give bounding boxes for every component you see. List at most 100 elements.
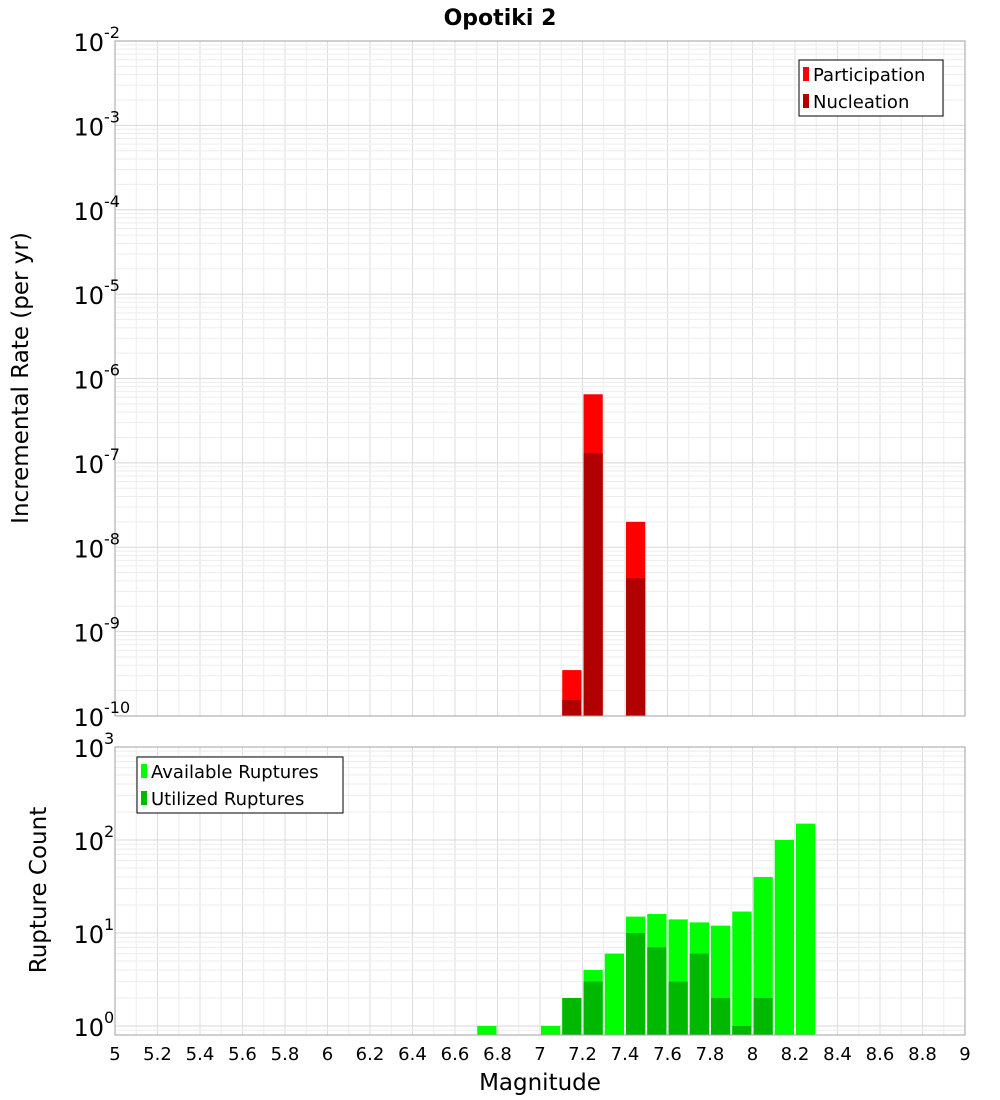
- bottom-bar: [689, 953, 709, 1035]
- top-y-axis-label: Incremental Rate (per yr): [8, 232, 34, 524]
- top-y-tick-exponent: -7: [104, 445, 120, 464]
- top-y-tick-label: 10 -6: [73, 361, 120, 395]
- bottom-y-tick-label: 10 3: [73, 729, 114, 763]
- bottom-bar: [562, 997, 582, 1035]
- bottom-bar: [711, 997, 731, 1035]
- bottom-y-tick-exponent: 1: [104, 915, 114, 934]
- x-tick-label: 7.2: [568, 1044, 597, 1065]
- top-y-tick-label: 10 -7: [73, 445, 120, 479]
- top-y-tick-exponent: -6: [104, 361, 120, 380]
- top-y-tick-exponent: -2: [104, 23, 120, 42]
- bottom-bar: [753, 997, 773, 1035]
- x-tick-label: 8.4: [823, 1044, 852, 1065]
- bottom-y-tick-exponent: 3: [104, 729, 114, 748]
- x-tick-label: 8.8: [908, 1044, 937, 1065]
- x-tick-label: 8: [747, 1044, 758, 1065]
- x-tick-label: 5.2: [143, 1044, 172, 1065]
- x-tick-label: 7.8: [696, 1044, 725, 1065]
- bottom-bar: [583, 981, 603, 1035]
- bottom-bar: [732, 911, 752, 1035]
- bottom-bar: [647, 947, 667, 1035]
- top-legend-label: Nucleation: [813, 92, 909, 113]
- bottom-bar: [604, 953, 624, 1035]
- bottom-bar: [477, 1025, 497, 1035]
- bottom-bar: [668, 981, 688, 1035]
- top-legend-label: Participation: [813, 65, 925, 86]
- top-y-tick-label: 10 -5: [73, 276, 120, 310]
- x-tick-label: 7.4: [611, 1044, 640, 1065]
- bottom-plot-panel: 10 010 110 210 35 5.2 5.4 5.6 5.8 6 6.2 6.4 6.6 6.8 7 7…: [73, 729, 970, 1065]
- top-y-tick-base: 10: [73, 535, 104, 563]
- top-y-tick-label: 10 -2: [73, 23, 120, 57]
- top-y-tick-base: 10: [73, 620, 104, 648]
- top-y-tick-base: 10: [73, 113, 104, 141]
- bottom-y-tick-base: 10: [73, 1014, 104, 1042]
- bottom-y-tick-base: 10: [73, 921, 104, 949]
- x-tick-label: 5.4: [186, 1044, 215, 1065]
- top-y-tick-base: 10: [73, 29, 104, 57]
- bottom-bar: [753, 877, 773, 1035]
- top-legend-swatch: [803, 94, 809, 108]
- bottom-y-tick-exponent: 0: [104, 1008, 114, 1027]
- x-tick-label: 8.6: [866, 1044, 895, 1065]
- x-tick-label: 6.2: [356, 1044, 385, 1065]
- top-series-1: [562, 453, 646, 716]
- x-tick-label: 9: [959, 1044, 970, 1065]
- top-legend-swatch: [803, 67, 809, 81]
- bottom-bar: [774, 839, 794, 1035]
- x-tick-label: 6.4: [398, 1044, 427, 1065]
- bottom-series-1: [562, 932, 773, 1035]
- x-tick-label: 5.6: [228, 1044, 257, 1065]
- bottom-y-tick-base: 10: [73, 828, 104, 856]
- top-y-tick-label: 10 -10: [73, 698, 130, 732]
- x-tick-label: 8.2: [781, 1044, 810, 1065]
- bottom-y-tick-label: 10 0: [73, 1008, 114, 1042]
- x-tick-label: 5: [109, 1044, 120, 1065]
- x-tick-label: 6.6: [441, 1044, 470, 1065]
- bottom-legend-label: Utilized Ruptures: [151, 789, 304, 810]
- chart-title: Opotiki 2: [444, 6, 557, 31]
- top-y-tick-base: 10: [73, 367, 104, 395]
- top-y-tick-exponent: -9: [104, 614, 120, 633]
- top-y-tick-label: 10 -8: [73, 529, 120, 563]
- bottom-y-tick-base: 10: [73, 735, 104, 763]
- x-tick-label: 7: [534, 1044, 545, 1065]
- top-y-tick-exponent: -4: [104, 192, 120, 211]
- x-axis-label: Magnitude: [479, 1070, 601, 1096]
- top-y-tick-label: 10 -3: [73, 107, 120, 141]
- bottom-bar: [732, 1025, 752, 1035]
- top-plot-border: [114, 40, 966, 717]
- top-legend-box: [798, 59, 944, 117]
- top-y-tick-base: 10: [73, 282, 104, 310]
- top-y-tick-base: 10: [73, 451, 104, 479]
- bottom-bar: [796, 823, 816, 1035]
- bottom-y-tick-label: 10 2: [73, 822, 114, 856]
- x-tick-label: 6.8: [483, 1044, 512, 1065]
- x-tick-label: 5.8: [271, 1044, 300, 1065]
- bottom-y-axis-label: Rupture Count: [26, 807, 52, 973]
- top-y-tick-exponent: -8: [104, 529, 120, 548]
- top-y-tick-label: 10 -9: [73, 614, 120, 648]
- top-legend: Participation Nucleation: [798, 59, 944, 117]
- bottom-plot-border: [114, 746, 966, 1036]
- top-y-tick-exponent: -5: [104, 276, 120, 295]
- bottom-legend-swatch: [141, 764, 147, 778]
- bottom-legend-swatch: [141, 791, 147, 805]
- x-tick-label: 7.6: [653, 1044, 682, 1065]
- top-y-tick-exponent: -3: [104, 107, 120, 126]
- top-y-tick-base: 10: [73, 198, 104, 226]
- bottom-y-tick-label: 10 1: [73, 915, 114, 949]
- bottom-legend: Available Ruptures Utilized Ruptures: [136, 756, 344, 814]
- bottom-bar: [626, 932, 646, 1035]
- top-gridlines: [114, 41, 966, 717]
- top-y-tick-label: 10 -4: [73, 192, 120, 226]
- bottom-bar: [541, 1025, 561, 1035]
- top-y-tick-base: 10: [73, 704, 104, 732]
- bottom-legend-label: Available Ruptures: [151, 762, 319, 783]
- bottom-y-tick-exponent: 2: [104, 822, 114, 841]
- top-bar: [626, 578, 646, 716]
- top-bar: [562, 699, 582, 716]
- bottom-legend-box: [136, 756, 344, 814]
